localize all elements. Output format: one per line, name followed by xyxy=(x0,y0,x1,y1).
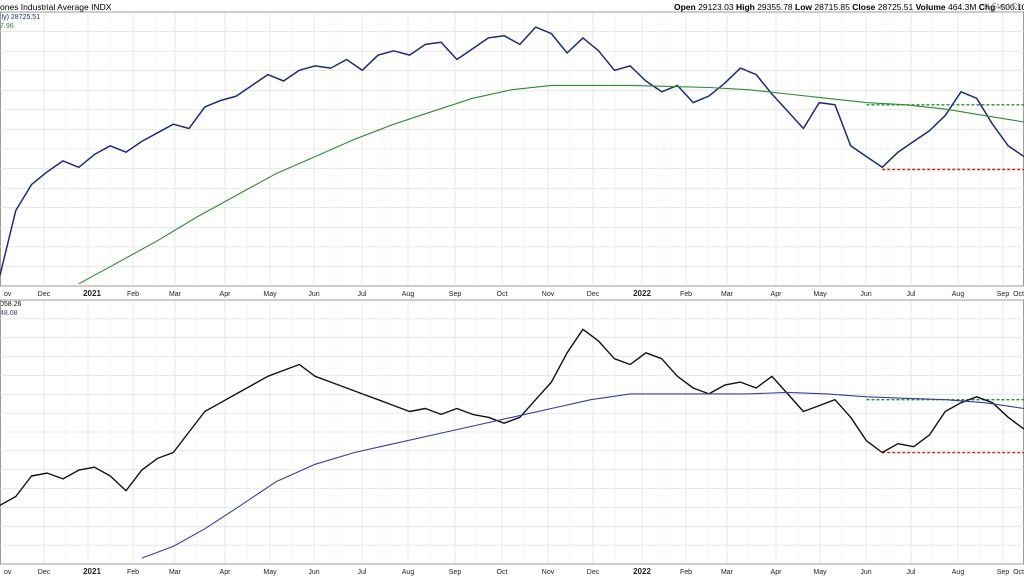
price-panel-label: ily) 28725.51 xyxy=(0,14,41,21)
x-tick-label: 2022 xyxy=(633,289,651,298)
x-tick-label: Aug xyxy=(952,291,965,298)
x-tick-label: Feb xyxy=(127,291,139,298)
x-tick-label: Jul xyxy=(907,291,916,298)
x-tick-label: Feb xyxy=(127,569,139,576)
x-tick-label: May xyxy=(263,569,277,576)
x-tick-label: Mar xyxy=(721,291,734,298)
x-tick-label: Sep xyxy=(997,569,1010,576)
x-tick-label: Mar xyxy=(169,569,182,576)
chart-title: ones Industrial Average INDX xyxy=(0,2,112,12)
x-tick-label: Mar xyxy=(169,291,182,298)
ohlc-readout: Open 29123.03 High 29355.78 Low 28715.85… xyxy=(674,2,1024,12)
x-tick-label: May xyxy=(263,291,277,298)
x-tick-label: Sep xyxy=(449,569,462,576)
series-line-moving-average-1 xyxy=(141,391,1024,559)
x-tick-label: Jun xyxy=(308,291,319,298)
watermark: © StockCh xyxy=(983,2,1022,11)
x-tick-label: Nov xyxy=(542,291,555,298)
x-tick-label: Apr xyxy=(220,569,232,576)
x-tick-label: ov xyxy=(4,569,12,576)
x-tick-label: Aug xyxy=(402,291,415,298)
x-tick-label: Oct xyxy=(497,569,508,576)
x-tick-label: Apr xyxy=(771,291,783,298)
series-line-price-0 xyxy=(0,26,1024,276)
x-tick-label: Jul xyxy=(358,569,367,576)
x-tick-label: Jun xyxy=(860,291,871,298)
x-tick-label: Nov xyxy=(542,569,555,576)
x-tick-label: Apr xyxy=(771,569,783,576)
x-tick-label: Dec xyxy=(38,291,51,298)
x-tick-label: 2021 xyxy=(83,289,101,298)
x-tick-label: Aug xyxy=(952,569,965,576)
x-tick-label: Mar xyxy=(721,569,734,576)
relative-ma-label: 48.08 xyxy=(0,310,18,317)
x-tick-label: May xyxy=(813,291,827,298)
x-tick-label: Oct xyxy=(497,291,508,298)
relative-panel-label: 058.26 xyxy=(0,301,22,308)
x-tick-label: Dec xyxy=(587,291,600,298)
x-tick-label: 2022 xyxy=(633,567,651,576)
x-tick-label: ov xyxy=(4,291,12,298)
x-tick-label: Sep xyxy=(997,291,1010,298)
series-line-moving-average-0 xyxy=(78,84,1024,285)
x-tick-label: Feb xyxy=(680,291,692,298)
x-tick-label: Dec xyxy=(38,569,51,576)
series-line-ratio-1 xyxy=(0,328,1024,506)
x-tick-label: Jun xyxy=(860,569,871,576)
price-ma-label: 7.96 xyxy=(0,23,14,30)
x-tick-label: Aug xyxy=(402,569,415,576)
x-tick-label: Sep xyxy=(449,291,462,298)
x-tick-label: Dec xyxy=(587,569,600,576)
x-tick-label: Oct xyxy=(1013,291,1024,298)
x-tick-label: Oct xyxy=(1013,569,1024,576)
x-tick-label: Apr xyxy=(220,291,232,298)
x-tick-label: May xyxy=(813,569,827,576)
x-tick-label: 2021 xyxy=(83,567,101,576)
x-tick-label: Jul xyxy=(358,291,367,298)
x-tick-label: Jul xyxy=(907,569,916,576)
x-tick-label: Feb xyxy=(680,569,692,576)
x-tick-label: Jun xyxy=(308,569,319,576)
